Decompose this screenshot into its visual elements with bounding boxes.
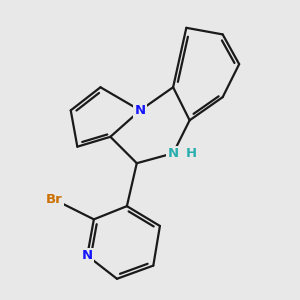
Text: N: N (134, 104, 146, 117)
Text: N: N (168, 147, 179, 160)
Text: N: N (82, 249, 93, 262)
Text: Br: Br (46, 193, 63, 206)
Text: H: H (186, 147, 197, 160)
